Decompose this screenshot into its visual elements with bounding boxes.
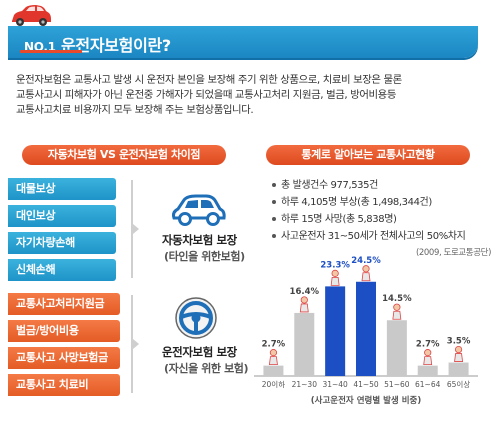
x-tick-label: 31~40 [322,380,348,389]
chart-bar [386,320,407,376]
stat-item: 총 발생건수 977,535건 [272,176,378,191]
bar-value-label: 16.4% [290,287,320,297]
person-icon [361,265,371,282]
person-icon [330,269,340,286]
stat-item: 사고운전자 31~50세가 전체사고의 50%차지 [272,227,466,242]
steering-wheel-icon [175,297,217,339]
car-coverage-item: 자기차량손해 [8,232,116,254]
person-icon [299,296,309,313]
person-icon [392,303,402,320]
arrow-right-icon [133,339,139,349]
intro-line: 교통사고치료 비용까지 모두 보장해 주는 보험상품입니다. [16,104,254,116]
person-icon [454,345,464,362]
source-note: (2009, 도로교통공단) [416,248,491,258]
blue-car-icon [172,194,226,226]
chart-bar [294,312,315,376]
bullet-icon [272,234,276,238]
stat-text: 사고운전자 31~50세가 전체사고의 50%차지 [281,231,466,242]
bullet-icon [272,217,276,221]
stat-item: 하루 15명 사망(총 5,838명) [272,210,397,225]
title-accent-bar [20,50,82,53]
bar-value-label: 14.5% [382,294,412,304]
bar-value-label: 3.5% [447,337,471,347]
page-title-banner: NO.1 운전자보험이란? [8,26,478,58]
car-coverage-item: 신체손해 [8,259,116,281]
car-insurance-caption: 자동차보험 보장 [162,233,237,247]
chart-bar [448,362,469,376]
driver-coverage-item: 교통사고처리지원금 [8,293,120,315]
bar-value-label: 24.5% [351,256,381,266]
x-tick-label: 21~30 [292,380,318,389]
x-tick-label: 41~50 [353,380,379,389]
title-text: 운전자보험이란? [60,36,171,55]
chart-bar [325,286,346,376]
red-car-icon [12,5,51,26]
chart-bar [417,365,438,376]
stat-text: 하루 4,105명 부상(총 1,498,344건) [281,197,432,208]
driver-coverage-item: 교통사고 치료비 [8,374,120,396]
car-coverage-item: 대물보상 [8,178,116,200]
intro-line: 운전자보험은 교통사고 발생 시 운전자 본인을 보장해 주기 위한 상품으로,… [16,74,402,86]
bar-value-label: 2.7% [416,340,440,350]
stat-text: 총 발생건수 977,535건 [281,180,378,191]
x-tick-label: 61~64 [415,380,441,389]
comparison-section-title: 자동차보험 VS 운전자보험 차이점 [22,145,226,165]
driver-insurance-caption: 운전자보험 보장 [162,345,237,359]
x-tick-label: 20이하 [262,379,285,389]
x-tick-label: 51~60 [384,380,410,389]
bullet-icon [272,200,276,204]
bar-value-label: 2.7% [262,340,286,350]
car-coverage-item: 대인보상 [8,205,116,227]
intro-paragraph: 운전자보험은 교통사고 발생 시 운전자 본인을 보장해 주기 위한 상품으로,… [16,73,486,118]
x-tick-label: 65이상 [447,379,470,389]
intro-line: 교통사고시 피해자가 아닌 운전중 가해자가 되었을때 교통사고처리 지원금, … [16,89,396,101]
x-axis-label: (사고운전자 연령별 발생 비중) [311,395,422,406]
stat-item: 하루 4,105명 부상(총 1,498,344건) [272,193,432,208]
bullet-icon [272,183,276,187]
age-distribution-chart: 2.7% 20이하 16.4% 21~30 23.3% 31~40 24.5% 41~50 14… [254,256,478,406]
arrow-right-icon [133,224,139,234]
statistics-section-title: 통계로 알아보는 교통사고현황 [266,145,470,165]
group-bracket [131,180,133,278]
bar-value-label: 23.3% [320,260,350,270]
stat-text: 하루 15명 사망(총 5,838명) [281,214,397,225]
person-icon [423,349,433,366]
group-bracket [131,295,133,393]
chart-bar [263,365,284,376]
person-icon [268,349,278,366]
chart-bar [356,281,376,376]
car-insurance-subcaption: (타인을 위한보험) [164,250,245,263]
driver-coverage-item: 교통사고 사망보험금 [8,347,120,369]
driver-insurance-subcaption: (자신을 위한 보험) [164,362,249,375]
driver-coverage-item: 벌금/방어비용 [8,320,120,342]
